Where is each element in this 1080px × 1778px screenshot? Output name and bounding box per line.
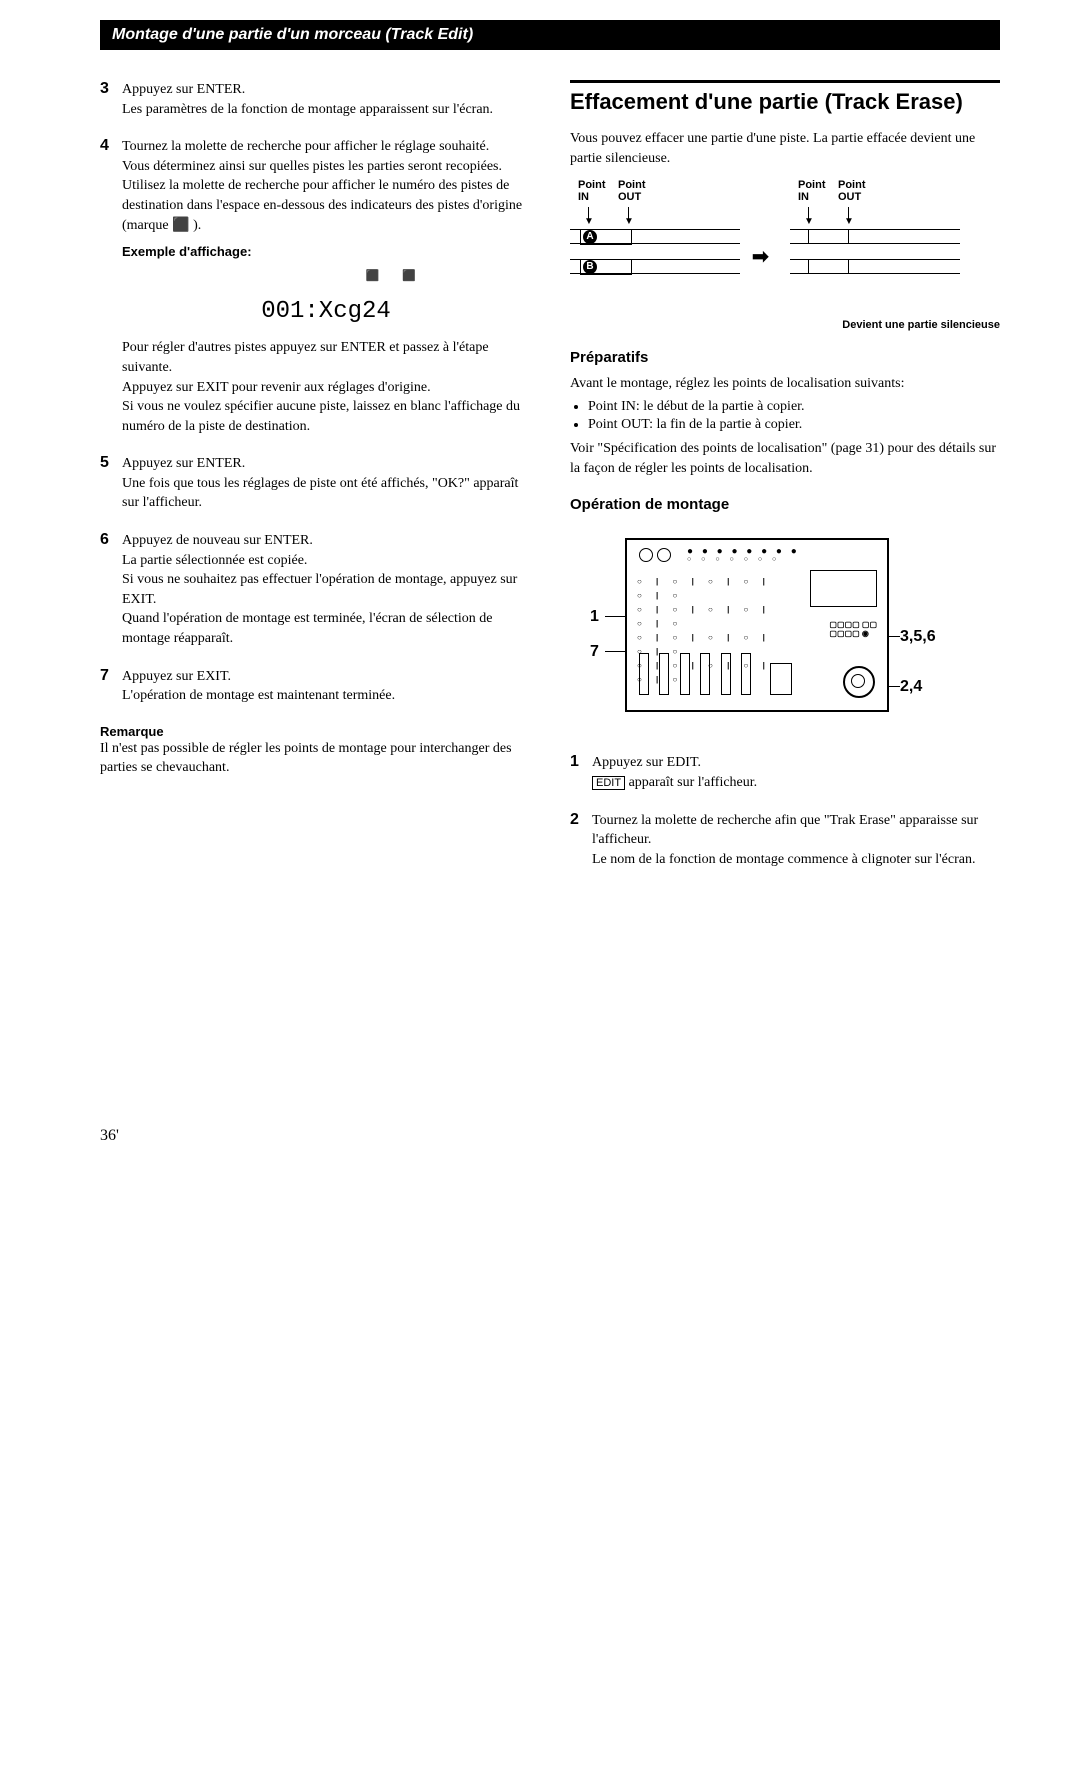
step-number: 3 bbox=[100, 80, 122, 119]
page-number: 36' bbox=[100, 1127, 1000, 1145]
two-column-layout: 3 Appuyez sur ENTER. Les paramètres de l… bbox=[100, 80, 1000, 887]
track-line bbox=[570, 273, 740, 274]
device-diagram: 1 7 3,5,6 2,4 ● ● ● ● ● ● ● ● ○ ○ ○ ○ ○ … bbox=[570, 528, 1000, 728]
step-3: 3 Appuyez sur ENTER. Les paramètres de l… bbox=[100, 80, 530, 119]
device-box: ● ● ● ● ● ● ● ● ○ ○ ○ ○ ○ ○ ○ ○ | ○ | ○ … bbox=[625, 538, 889, 712]
fader-icon bbox=[700, 653, 710, 695]
divider bbox=[808, 259, 809, 273]
prep-tail: Voir "Spécification des points de locali… bbox=[570, 439, 1000, 478]
right-step-2: 2 Tournez la molette de recherche afin q… bbox=[570, 811, 1000, 870]
fader-icon bbox=[659, 653, 669, 695]
jog-wheel-icon bbox=[843, 666, 875, 698]
header-bar: Montage d'une partie d'un morceau (Track… bbox=[100, 20, 1000, 50]
step-number: 1 bbox=[570, 753, 592, 792]
step-4: 4 Tournez la molette de recherche pour a… bbox=[100, 137, 530, 436]
arrow-down-icon: ▼ bbox=[624, 216, 634, 227]
right-step-1: 1 Appuyez sur EDIT. EDIT apparaît sur l'… bbox=[570, 753, 1000, 792]
callout-1: 1 bbox=[590, 608, 599, 626]
point-out-label: Point OUT bbox=[838, 179, 866, 203]
step-6: 6 Appuyez de nouveau sur ENTER. La parti… bbox=[100, 531, 530, 649]
prep-item: Point OUT: la fin de la partie à copier. bbox=[588, 417, 1000, 433]
step-text: Appuyez sur ENTER. Une fois que tous les… bbox=[122, 454, 530, 513]
fader-icon bbox=[741, 653, 751, 695]
arrow-down-icon: ▼ bbox=[584, 216, 594, 227]
step4-main: Tournez la molette de recherche pour aff… bbox=[122, 137, 530, 235]
section-intro: Vous pouvez effacer une partie d'une pis… bbox=[570, 129, 1000, 168]
example-label: Exemple d'affichage: bbox=[122, 243, 530, 261]
prep-item: Point IN: le début de la partie à copier… bbox=[588, 399, 1000, 415]
callout-356: 3,5,6 bbox=[900, 628, 936, 646]
panel-icon bbox=[770, 663, 792, 695]
edit-indicator: EDIT bbox=[592, 776, 625, 790]
track-line bbox=[790, 229, 960, 230]
step-text: Appuyez sur EXIT. L'opération de montage… bbox=[122, 667, 530, 706]
divider bbox=[848, 229, 849, 243]
operation-title: Opération de montage bbox=[570, 496, 1000, 513]
track-line bbox=[790, 273, 960, 274]
step-number: 4 bbox=[100, 137, 122, 436]
point-in-label: Point IN bbox=[578, 179, 606, 203]
label-b-icon: B bbox=[583, 260, 597, 274]
faders bbox=[639, 653, 792, 700]
divider bbox=[848, 259, 849, 273]
prep-list: Point IN: le début de la partie à copier… bbox=[570, 399, 1000, 433]
leader-line bbox=[605, 616, 625, 617]
divider bbox=[808, 229, 809, 243]
step-number: 7 bbox=[100, 667, 122, 706]
transport-row: ▢▢▢▢ ▢▢▢▢▢▢ ◉ bbox=[829, 620, 877, 638]
callout-24: 2,4 bbox=[900, 678, 922, 696]
knob-icon bbox=[639, 548, 653, 562]
diagram-caption: Devient une partie silencieuse bbox=[570, 319, 1000, 331]
small-btn-row: ○ ○ ○ ○ ○ ○ ○ bbox=[687, 556, 780, 563]
fader-icon bbox=[639, 653, 649, 695]
left-column: 3 Appuyez sur ENTER. Les paramètres de l… bbox=[100, 80, 530, 887]
step-number: 5 bbox=[100, 454, 122, 513]
big-arrow-icon: ➡ bbox=[752, 244, 769, 269]
jog-inner bbox=[851, 674, 865, 688]
display-example: 001:Xcg24 bbox=[122, 295, 530, 329]
step-text: Appuyez sur ENTER. Les paramètres de la … bbox=[122, 80, 530, 119]
step-7: 7 Appuyez sur EXIT. L'opération de monta… bbox=[100, 667, 530, 706]
step-text: Appuyez de nouveau sur ENTER. La partie … bbox=[122, 531, 530, 649]
arrow-down-icon: ▼ bbox=[844, 216, 854, 227]
point-in-label: Point IN bbox=[798, 179, 826, 203]
leader-line bbox=[605, 651, 625, 652]
track-line bbox=[790, 259, 960, 260]
prep-intro: Avant le montage, réglez les points de l… bbox=[570, 374, 1000, 394]
section-title: Effacement d'une partie (Track Erase) bbox=[570, 80, 1000, 115]
right-column: Effacement d'une partie (Track Erase) Vo… bbox=[570, 80, 1000, 887]
step4-after: Pour régler d'autres pistes appuyez sur … bbox=[122, 338, 530, 436]
remarque-title: Remarque bbox=[100, 724, 530, 739]
display-marks: ⬛ ⬛ bbox=[262, 269, 530, 284]
step-5: 5 Appuyez sur ENTER. Une fois que tous l… bbox=[100, 454, 530, 513]
point-out-label: Point OUT bbox=[618, 179, 646, 203]
label-a-icon: A bbox=[583, 230, 597, 244]
preparatifs-title: Préparatifs bbox=[570, 349, 1000, 366]
arrow-down-icon: ▼ bbox=[804, 216, 814, 227]
track-erase-diagram: Point IN Point OUT Point IN Point OUT ▼ … bbox=[570, 179, 1000, 309]
device-display bbox=[810, 570, 877, 607]
track-line bbox=[790, 243, 960, 244]
fader-icon bbox=[721, 653, 731, 695]
step-text: Tournez la molette de recherche afin que… bbox=[592, 811, 1000, 870]
step-text: Tournez la molette de recherche pour aff… bbox=[122, 137, 530, 436]
remarque-text: Il n'est pas possible de régler les poin… bbox=[100, 739, 530, 778]
page: Montage d'une partie d'un morceau (Track… bbox=[0, 0, 1080, 1185]
knob-icon bbox=[657, 548, 671, 562]
track-line bbox=[570, 243, 740, 244]
step-text: Appuyez sur EDIT. EDIT apparaît sur l'af… bbox=[592, 753, 1000, 792]
step-number: 2 bbox=[570, 811, 592, 870]
fader-icon bbox=[680, 653, 690, 695]
step-number: 6 bbox=[100, 531, 122, 649]
callout-7: 7 bbox=[590, 643, 599, 661]
